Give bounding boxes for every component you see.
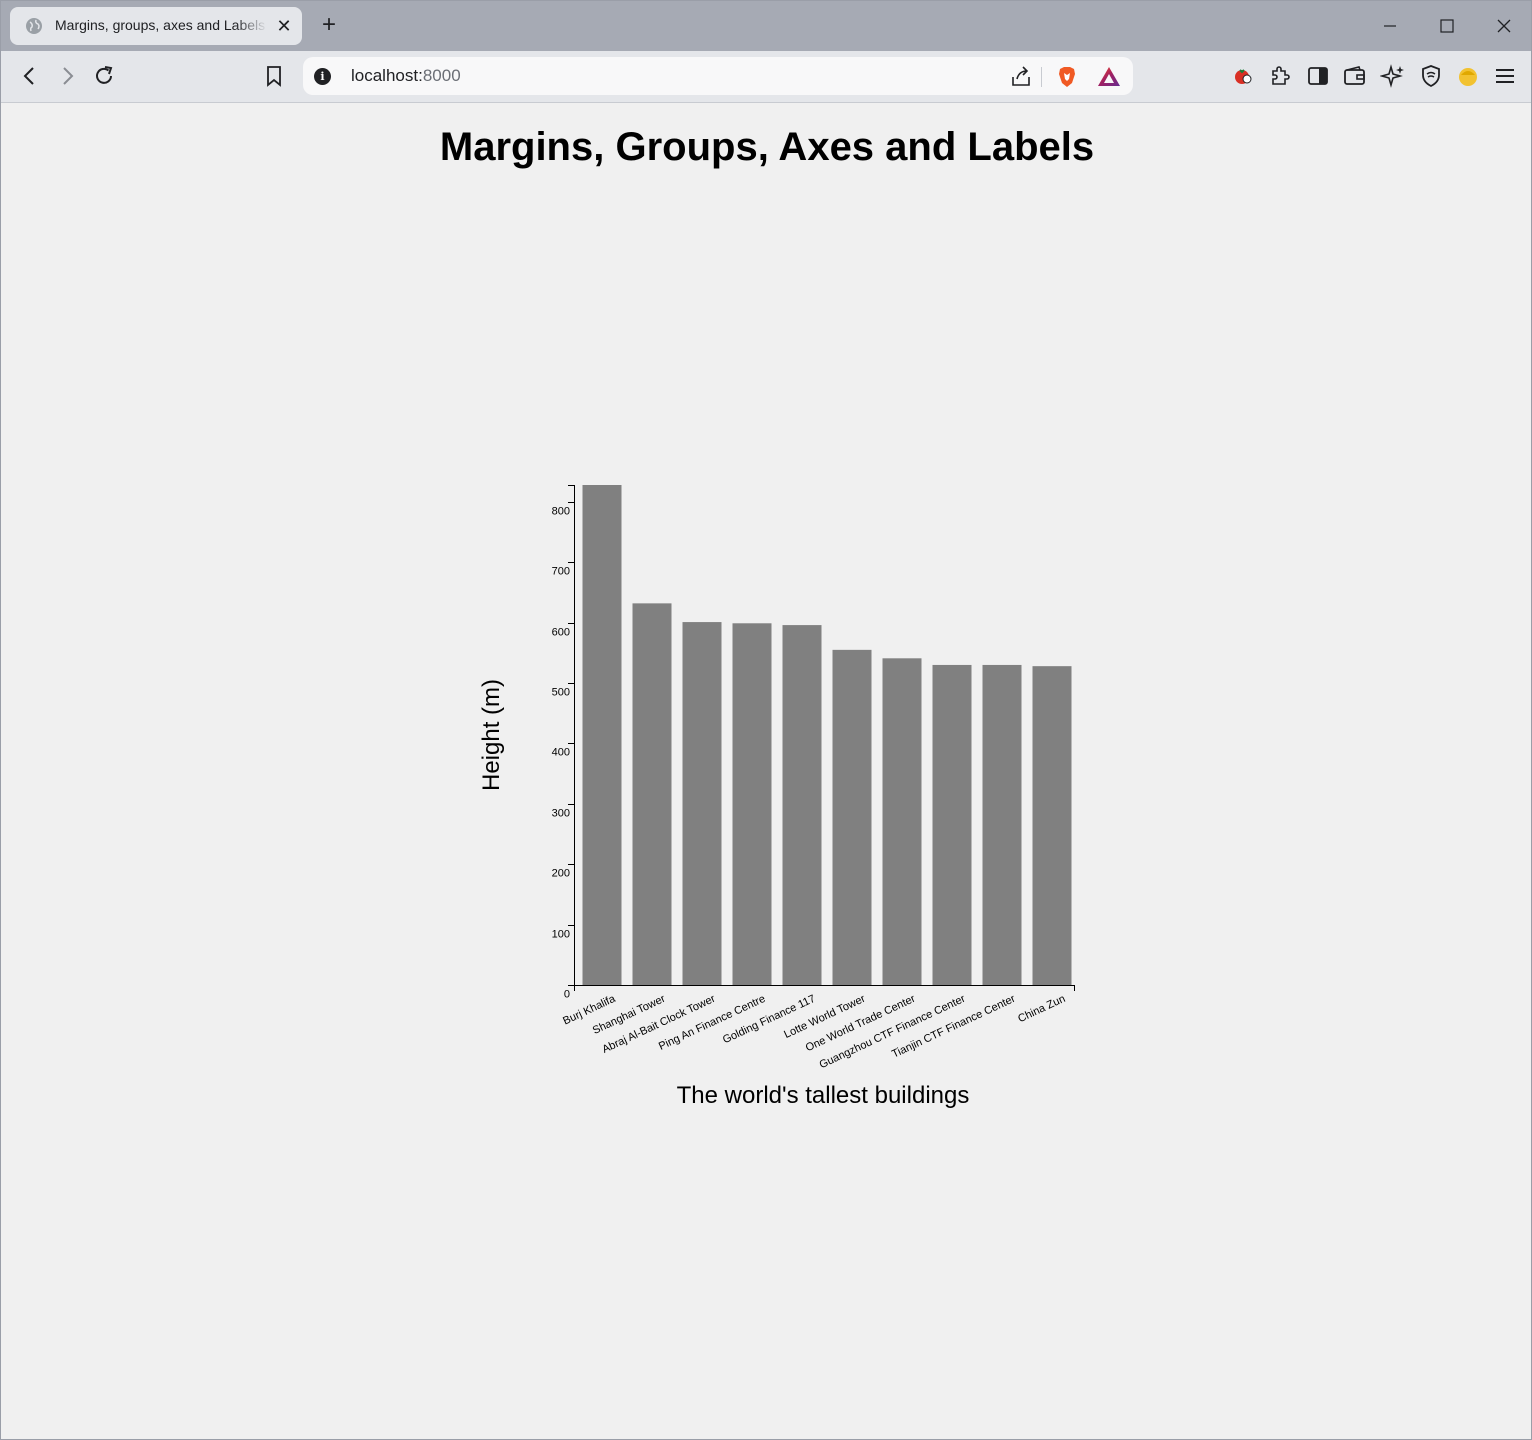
bar-1 [632, 603, 672, 985]
tab-title: Margins, groups, axes and Labels [55, 17, 266, 33]
y-tick-label: 0 [564, 989, 570, 1001]
reload-icon[interactable] [91, 63, 117, 89]
url-port: 8000 [422, 66, 461, 85]
close-tab-icon[interactable]: ✕ [276, 16, 292, 36]
close-window-icon[interactable] [1489, 13, 1519, 39]
vpn-shield-icon[interactable] [1418, 63, 1444, 89]
profile-avatar-icon[interactable] [1455, 63, 1481, 89]
y-tick-label: 200 [552, 868, 570, 880]
forward-arrow-icon[interactable] [54, 63, 80, 89]
browser-toolbar: i localhost:8000 [1, 51, 1531, 103]
url-text: localhost:8000 [351, 66, 461, 86]
wallet-icon[interactable] [1342, 63, 1368, 89]
bar-chart: 0 100 200 300 400 500 600 700 800 Burj KhalifaSh… [478, 485, 1075, 1109]
bar-4 [782, 625, 822, 985]
y-tick-label: 400 [552, 747, 570, 759]
minimize-icon[interactable] [1375, 13, 1405, 39]
bar-5 [832, 649, 872, 985]
y-axis: 0 100 200 300 400 500 600 700 800 [552, 485, 575, 1001]
site-info-icon[interactable]: i [314, 68, 331, 85]
x-tick-label: China Zun [1016, 993, 1067, 1025]
new-tab-plus-icon[interactable]: + [321, 11, 336, 38]
bookmark-icon[interactable] [261, 63, 287, 89]
bar-9 [1032, 666, 1072, 985]
y-tick-label: 600 [552, 627, 570, 639]
menu-hamburger-icon[interactable] [1492, 63, 1518, 89]
back-arrow-icon[interactable] [17, 63, 43, 89]
globe-icon [26, 18, 42, 34]
url-host: localhost: [351, 66, 423, 85]
leo-ai-sparkle-icon[interactable] [1380, 63, 1406, 89]
y-tick-label: 100 [552, 929, 570, 941]
address-bar[interactable]: i localhost:8000 [303, 57, 1133, 95]
share-icon[interactable] [1009, 65, 1033, 89]
y-axis-label: Height (m) [478, 679, 505, 791]
bar-6 [882, 658, 922, 985]
bar-0 [582, 485, 622, 985]
x-axis-label: The world's tallest buildings [677, 1082, 970, 1109]
browser-tab[interactable]: Margins, groups, axes and Labels ✕ [10, 7, 302, 45]
y-tick-label: 300 [552, 808, 570, 820]
y-tick-label: 800 [552, 506, 570, 518]
bar-8 [982, 664, 1022, 985]
tomato-extension-icon[interactable] [1230, 63, 1256, 89]
y-tick-label: 700 [552, 566, 570, 578]
x-axis-line [574, 985, 1075, 991]
bar-7 [932, 664, 972, 985]
maximize-icon[interactable] [1432, 13, 1462, 39]
sidebar-toggle-icon[interactable] [1305, 63, 1331, 89]
omnibox-divider [1041, 67, 1042, 87]
page-title: Margins, Groups, Axes and Labels [439, 125, 1095, 169]
tab-strip: Margins, groups, axes and Labels ✕ + [1, 1, 1531, 51]
bars-group [582, 485, 1072, 985]
brave-shields-icon[interactable] [1055, 65, 1079, 89]
y-tick-label: 500 [552, 687, 570, 699]
extensions-puzzle-icon[interactable] [1267, 63, 1293, 89]
brave-rewards-icon[interactable] [1097, 65, 1121, 89]
bar-3 [732, 623, 772, 985]
bar-2 [682, 622, 722, 985]
y-axis-line [568, 485, 575, 986]
